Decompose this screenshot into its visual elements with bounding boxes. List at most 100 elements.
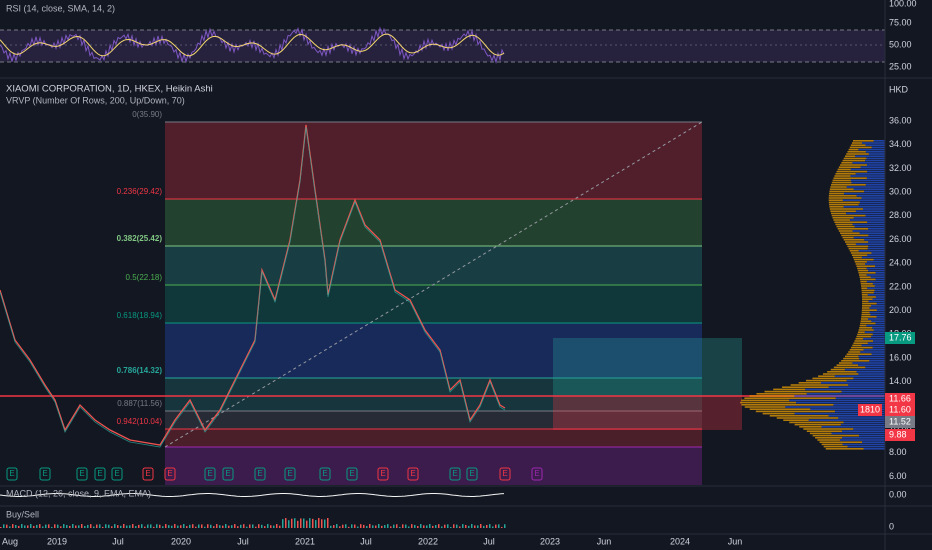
vp-up [749, 408, 811, 410]
buysell-bar [168, 525, 170, 528]
vp-down [808, 419, 885, 421]
vp-up [828, 201, 860, 204]
buysell-bar [141, 524, 143, 528]
vp-up [861, 289, 875, 292]
vp-up [829, 206, 844, 208]
buysell-bar [147, 524, 149, 528]
vp-up [860, 320, 872, 322]
buysell-bar [30, 524, 32, 528]
price-axis-label: 36.00 [889, 115, 912, 125]
vp-up [855, 338, 864, 340]
buysell-bar [162, 526, 164, 528]
vp-up [845, 155, 856, 157]
earnings-badge [142, 467, 154, 481]
vp-down [866, 261, 885, 263]
vp-up [805, 379, 847, 382]
earnings-label: E [114, 469, 119, 478]
vp-up [841, 234, 869, 237]
vp-down [875, 272, 885, 274]
vp-down [866, 267, 885, 270]
buysell-bar [399, 526, 401, 528]
vp-up [828, 195, 857, 197]
volume-profile [740, 140, 885, 450]
vp-down [858, 434, 885, 437]
vp-down [794, 395, 885, 397]
vp-down [842, 437, 885, 439]
earnings-label: E [452, 469, 457, 478]
buysell-bar [333, 525, 335, 528]
buysell-bar [48, 524, 50, 528]
buysell-bar [387, 524, 389, 528]
time-axis-label: Jul [360, 536, 372, 546]
vp-up [827, 371, 857, 373]
price-axis-label: 20.00 [889, 305, 912, 315]
vp-down [873, 329, 885, 331]
vp-up [799, 426, 822, 428]
vp-down [852, 162, 885, 164]
price-axis-label: 30.00 [889, 186, 912, 196]
vp-down [866, 274, 885, 276]
vp-up [853, 258, 874, 261]
rsi-axis-label: 25.00 [889, 61, 912, 71]
vp-down [794, 412, 885, 415]
vp-down [855, 210, 885, 212]
vp-down [867, 170, 885, 173]
buysell-bar [0, 527, 2, 528]
price-axis-label: 14.00 [889, 376, 912, 386]
vp-up [830, 368, 845, 371]
vp-down [839, 439, 885, 441]
vp-down [869, 307, 885, 309]
fib-zones [164, 121, 703, 485]
time-axis-label: Aug [2, 536, 18, 546]
buysell-bar [231, 525, 233, 528]
buysell-bar [126, 525, 128, 528]
vp-down [850, 175, 885, 177]
vp-up [812, 434, 859, 437]
buysell-bar [294, 518, 296, 528]
buysell-bar [282, 519, 284, 528]
fib-label: 0.236(29.42) [117, 187, 163, 196]
earnings-label: E [145, 469, 150, 478]
vp-up [848, 351, 861, 353]
rsi-axis-label: 50.00 [889, 39, 912, 49]
vp-down [865, 144, 885, 146]
vp-up [822, 373, 859, 375]
vp-down [858, 364, 885, 366]
vp-up [859, 276, 871, 278]
vp-up [847, 151, 866, 153]
vp-up [841, 162, 853, 164]
currency: HKD [889, 84, 909, 94]
earnings-label: E [534, 469, 539, 478]
buysell-bar [363, 524, 365, 528]
vp-up [862, 302, 877, 305]
buysell-bar [279, 525, 281, 528]
vp-down [865, 184, 885, 186]
vp-down [865, 366, 885, 369]
buysell-bar [27, 525, 29, 528]
buysell-bar [408, 526, 410, 528]
vp-down [872, 346, 885, 349]
buysell-bar [450, 526, 452, 528]
buysell-bar [324, 519, 326, 528]
earnings-badge [377, 467, 389, 481]
buysell-bar [150, 524, 152, 528]
vp-up [741, 399, 790, 402]
buysell-bar [429, 524, 431, 528]
earnings-badge [111, 467, 123, 481]
vp-down [865, 159, 885, 162]
price-tag-bg [885, 332, 915, 344]
vp-up [850, 144, 866, 146]
vp-up [851, 142, 862, 144]
vp-up [843, 357, 860, 360]
vp-down [868, 245, 885, 248]
vp-down [873, 258, 885, 261]
vp-up [848, 148, 859, 151]
earnings-label: E [225, 469, 230, 478]
vp-up [847, 245, 869, 248]
earnings-badge [164, 467, 176, 481]
vp-down [861, 142, 885, 144]
vp-up [849, 349, 864, 351]
buysell-bar [87, 524, 89, 528]
vp-down [875, 278, 885, 281]
